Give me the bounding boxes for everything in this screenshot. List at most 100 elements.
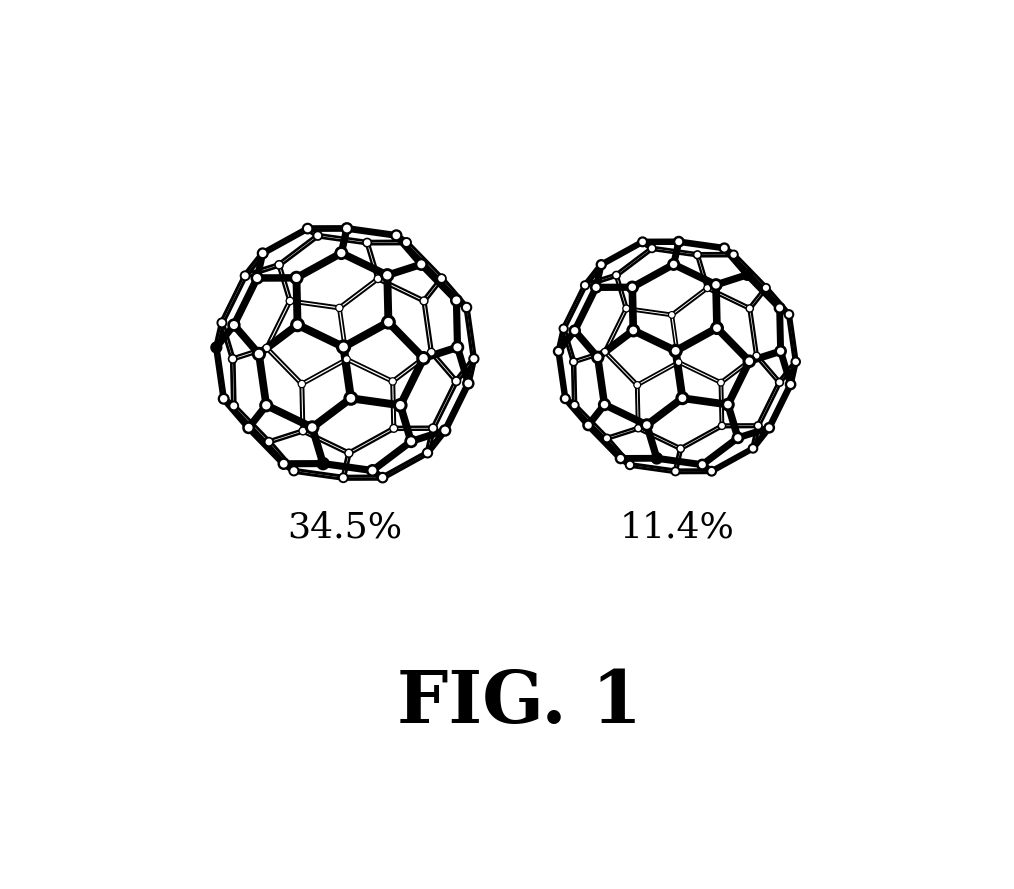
- Circle shape: [299, 427, 307, 435]
- Circle shape: [583, 420, 593, 430]
- Circle shape: [406, 436, 417, 447]
- Circle shape: [289, 466, 298, 476]
- Circle shape: [776, 346, 786, 356]
- Circle shape: [345, 449, 353, 457]
- Circle shape: [601, 348, 608, 356]
- Circle shape: [382, 316, 394, 328]
- Circle shape: [292, 319, 303, 331]
- Circle shape: [428, 348, 435, 356]
- Circle shape: [461, 303, 472, 312]
- Circle shape: [418, 352, 429, 364]
- Circle shape: [463, 379, 474, 388]
- Circle shape: [765, 423, 774, 432]
- Circle shape: [642, 420, 652, 430]
- Circle shape: [754, 421, 763, 429]
- Circle shape: [599, 399, 609, 410]
- Circle shape: [313, 231, 322, 240]
- Circle shape: [570, 358, 577, 365]
- Circle shape: [367, 465, 378, 476]
- Circle shape: [698, 460, 707, 469]
- Circle shape: [391, 230, 402, 240]
- Circle shape: [416, 259, 427, 269]
- Circle shape: [561, 394, 570, 403]
- Circle shape: [603, 435, 610, 442]
- Circle shape: [265, 437, 273, 446]
- Circle shape: [708, 467, 716, 476]
- Circle shape: [628, 325, 639, 336]
- Circle shape: [263, 344, 271, 352]
- Text: 34.5%: 34.5%: [288, 510, 403, 545]
- Circle shape: [742, 270, 752, 280]
- Circle shape: [592, 352, 603, 363]
- Circle shape: [652, 453, 662, 463]
- Circle shape: [342, 223, 352, 234]
- Circle shape: [345, 392, 357, 404]
- Circle shape: [674, 237, 683, 246]
- Circle shape: [591, 283, 601, 292]
- Circle shape: [219, 394, 228, 404]
- Circle shape: [217, 318, 226, 327]
- Circle shape: [744, 356, 754, 366]
- Circle shape: [381, 269, 393, 281]
- Circle shape: [677, 393, 687, 404]
- Circle shape: [228, 355, 237, 363]
- Circle shape: [615, 453, 626, 463]
- Circle shape: [389, 378, 396, 385]
- Circle shape: [229, 402, 238, 410]
- Circle shape: [671, 468, 679, 476]
- Circle shape: [228, 320, 239, 331]
- Circle shape: [720, 244, 729, 252]
- Circle shape: [258, 248, 268, 259]
- Circle shape: [675, 359, 681, 365]
- Circle shape: [339, 473, 348, 482]
- Circle shape: [704, 284, 711, 292]
- Circle shape: [317, 458, 329, 469]
- Circle shape: [254, 348, 265, 360]
- Circle shape: [570, 325, 580, 336]
- Circle shape: [670, 345, 681, 356]
- Circle shape: [612, 271, 621, 279]
- Circle shape: [775, 303, 785, 313]
- Circle shape: [785, 310, 793, 319]
- Circle shape: [261, 400, 272, 411]
- Circle shape: [429, 424, 437, 432]
- Circle shape: [786, 380, 795, 389]
- Circle shape: [211, 342, 221, 352]
- Circle shape: [718, 380, 724, 386]
- Circle shape: [729, 251, 738, 259]
- Circle shape: [746, 305, 753, 312]
- Circle shape: [560, 324, 568, 332]
- Circle shape: [677, 445, 684, 453]
- Circle shape: [554, 347, 563, 356]
- Circle shape: [437, 274, 446, 283]
- Circle shape: [343, 356, 350, 363]
- Circle shape: [336, 247, 347, 259]
- Circle shape: [638, 237, 647, 246]
- Circle shape: [792, 357, 800, 366]
- Circle shape: [243, 422, 254, 433]
- Circle shape: [286, 297, 294, 305]
- Circle shape: [748, 444, 757, 453]
- Circle shape: [626, 461, 634, 469]
- Circle shape: [762, 284, 770, 292]
- Circle shape: [336, 304, 343, 311]
- Circle shape: [291, 272, 302, 284]
- Circle shape: [298, 380, 305, 388]
- Circle shape: [469, 354, 479, 364]
- Circle shape: [390, 424, 397, 432]
- Circle shape: [711, 279, 721, 290]
- Text: 11.4%: 11.4%: [620, 510, 734, 545]
- Circle shape: [694, 251, 702, 259]
- Circle shape: [668, 260, 678, 269]
- Text: FIG. 1: FIG. 1: [397, 667, 642, 738]
- Circle shape: [634, 381, 641, 388]
- Circle shape: [596, 260, 605, 269]
- Circle shape: [635, 425, 642, 432]
- Circle shape: [733, 433, 743, 443]
- Circle shape: [420, 297, 428, 305]
- Circle shape: [303, 224, 312, 234]
- Circle shape: [723, 399, 733, 410]
- Circle shape: [452, 342, 463, 353]
- Circle shape: [378, 473, 387, 483]
- Circle shape: [623, 305, 630, 312]
